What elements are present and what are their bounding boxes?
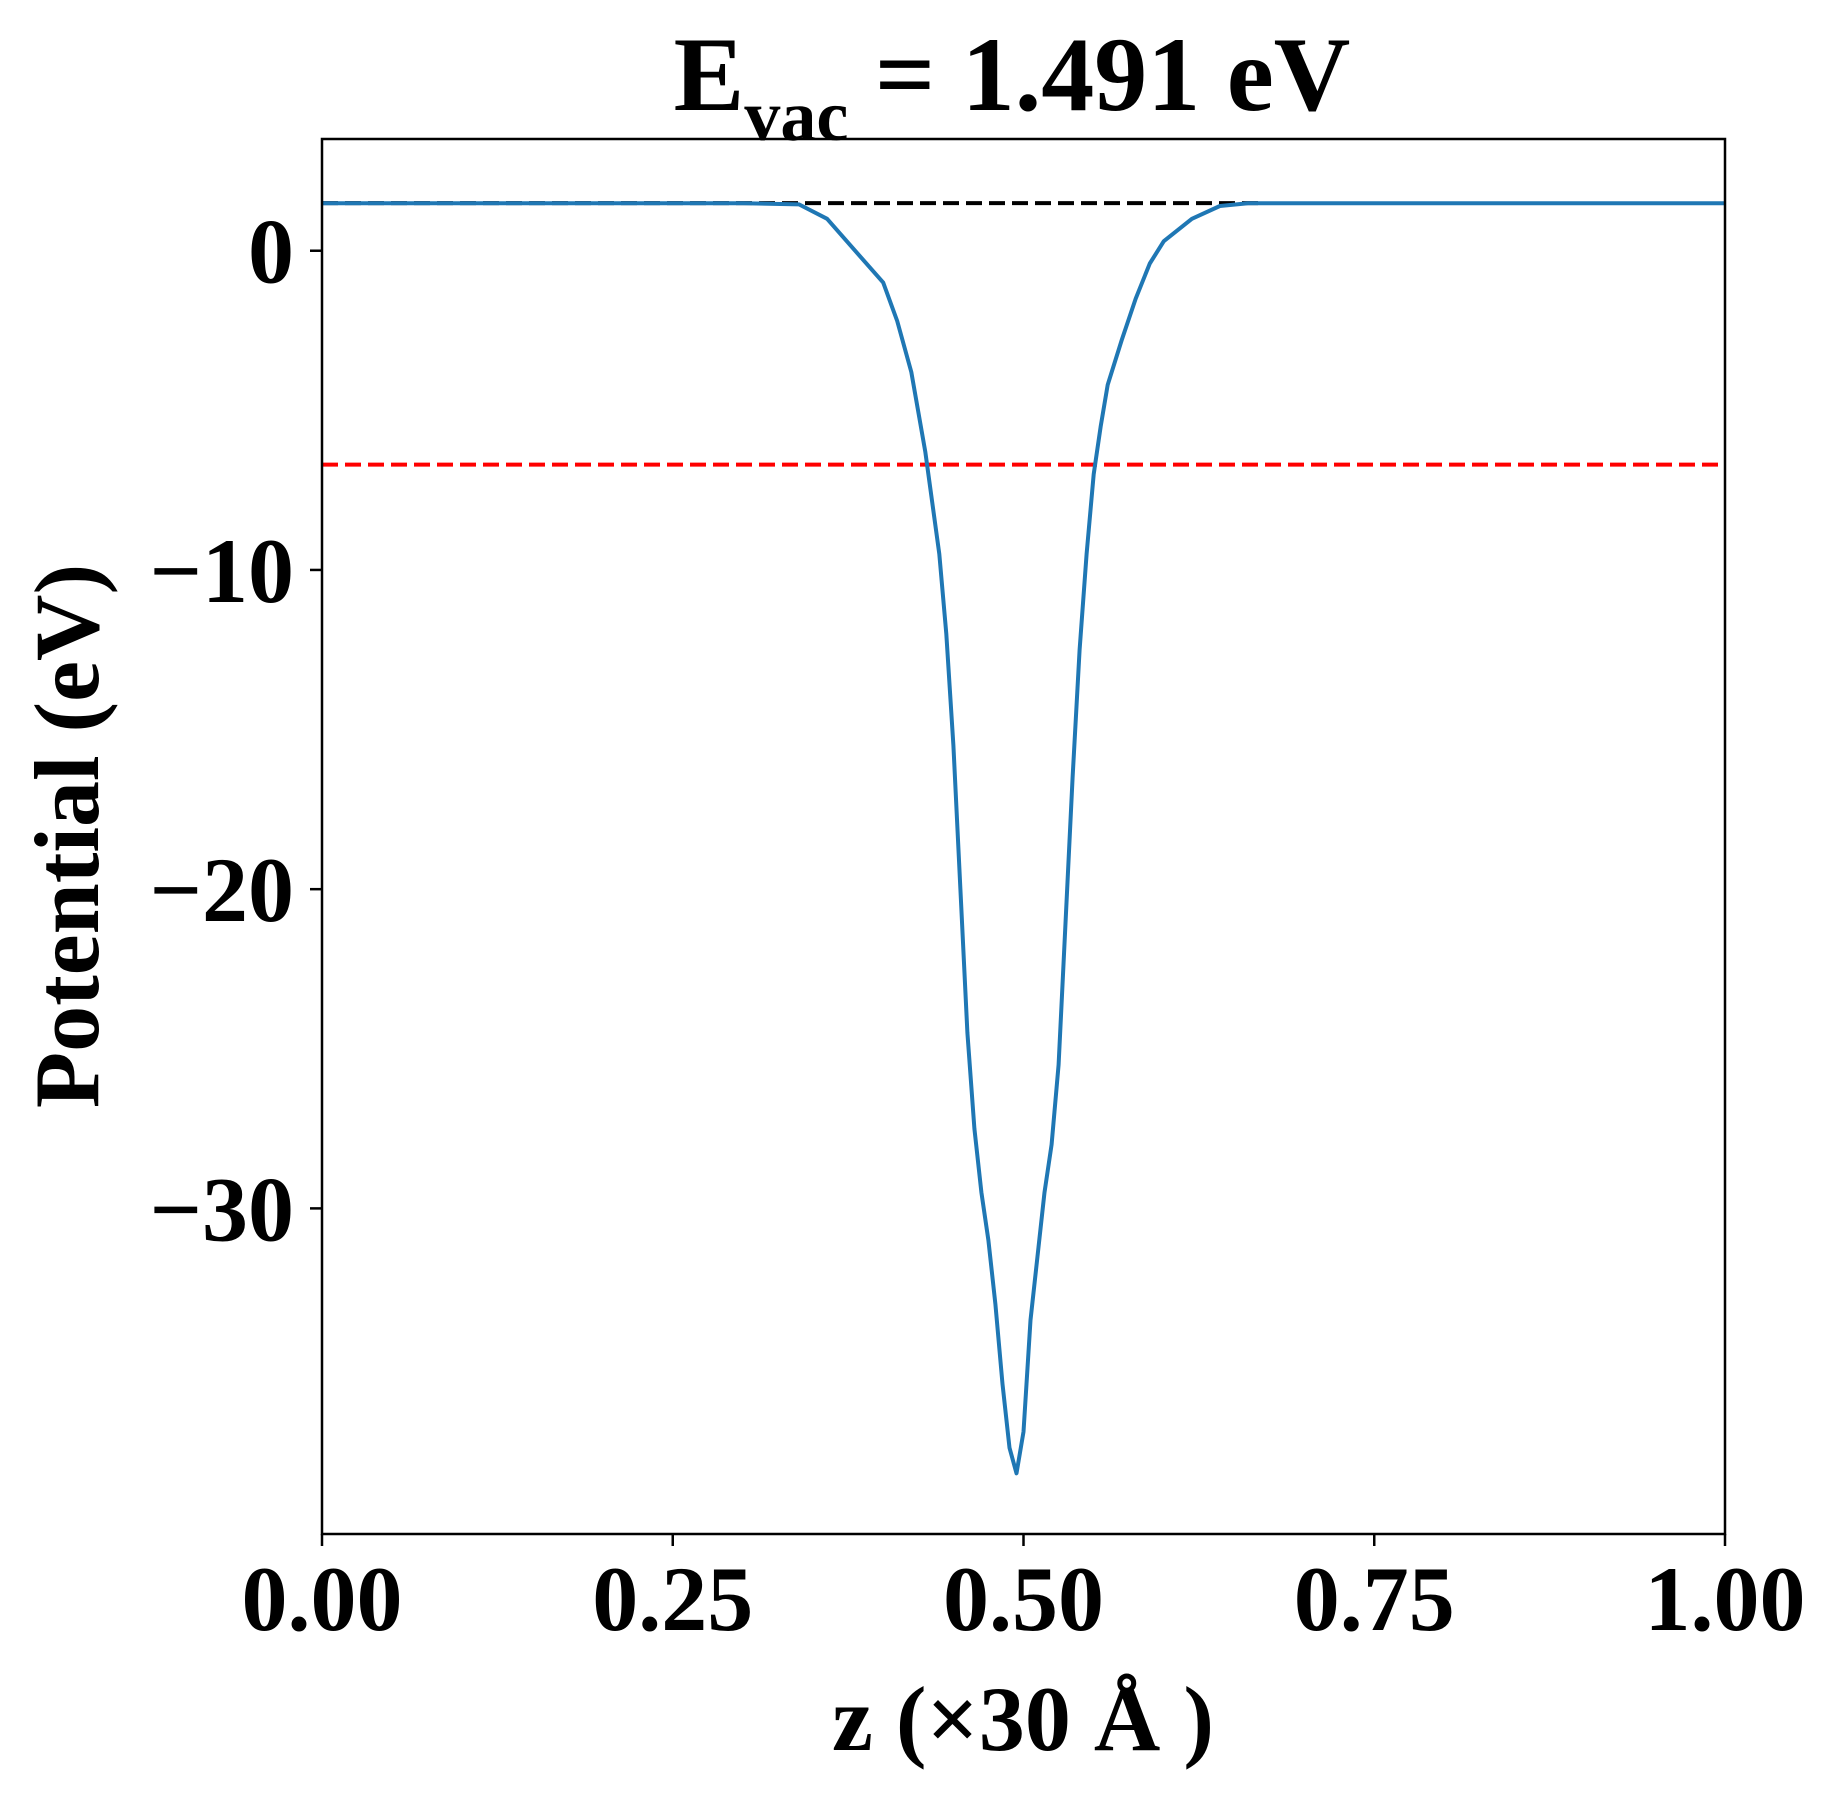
potential-series-line <box>322 201 1725 1476</box>
x-tick-label: 0.25 <box>592 1548 753 1650</box>
chart-title: Evac = 1.491 eV <box>674 16 1351 156</box>
y-tick-label: −10 <box>150 520 294 622</box>
x-tick-label: 1.00 <box>1645 1548 1806 1650</box>
x-axis-ticks: 0.00 0.25 0.50 0.75 1.00 <box>242 1534 1806 1650</box>
x-tick-label: 0.00 <box>242 1548 403 1650</box>
plot-frame <box>320 137 1727 1536</box>
x-tick-label: 0.75 <box>1294 1548 1455 1650</box>
y-axis-ticks: 0 −10 −20 −30 <box>150 201 322 1260</box>
x-axis-label: z (×30 Å ) <box>832 1668 1214 1770</box>
plot-content <box>322 201 1725 1476</box>
y-tick-label: −20 <box>150 839 294 941</box>
y-axis-label: Potential (eV) <box>16 564 118 1108</box>
y-tick-label: −30 <box>150 1158 294 1260</box>
title-main: E <box>674 16 745 133</box>
title-subscript: vac <box>744 76 848 156</box>
x-tick-label: 0.50 <box>943 1548 1104 1650</box>
title-rest: = 1.491 eV <box>848 16 1350 133</box>
y-tick-label: 0 <box>248 201 294 303</box>
